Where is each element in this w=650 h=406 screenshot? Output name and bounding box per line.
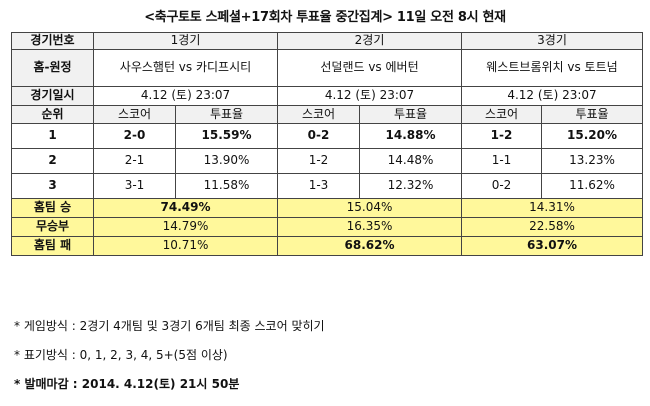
notes: * 게임방식 : 2경기 4개팀 및 3경기 6개팀 최종 스코어 맞히기 * …: [14, 318, 325, 405]
row-label-home-away: 홈-원정: [11, 49, 94, 87]
game-2-match: 선덜랜드 vs 에버턴: [277, 49, 462, 87]
match-date-row: 경기일시 4.12 (토) 23:07 4.12 (토) 23:07 4.12 …: [11, 86, 643, 106]
game-2-rate: 14.48%: [359, 148, 462, 174]
game-1-home-win: 74.49%: [93, 198, 278, 218]
rank-number: 2: [11, 148, 94, 174]
row-label-rank: 순위: [11, 105, 94, 124]
game-1-score: 2-1: [93, 148, 176, 174]
game-2-home-loss: 68.62%: [277, 236, 462, 256]
note-sales-deadline: * 발매마감 : 2014. 4.12(토) 21시 50분: [14, 377, 240, 391]
rank-row-3: 3 3-1 11.58% 1-3 12.32% 0-2 11.62%: [11, 173, 643, 199]
game-2-score: 0-2: [277, 123, 360, 149]
game-3-score: 0-2: [461, 173, 542, 199]
home-away-row: 홈-원정 사우스햄턴 vs 카디프시티 선덜랜드 vs 에버턴 웨스트브롬위치 …: [11, 49, 643, 87]
game-2-home-win: 15.04%: [277, 198, 462, 218]
game-2-rate: 14.88%: [359, 123, 462, 149]
game-2-draw: 16.35%: [277, 217, 462, 237]
row-label-draw: 무승부: [11, 217, 94, 237]
rank-number: 3: [11, 173, 94, 199]
vote-rate-table: 경기번호 1경기 2경기 3경기 홈-원정 사우스햄턴 vs 카디프시티 선덜랜…: [11, 32, 643, 256]
game-3-score: 1-1: [461, 148, 542, 174]
home-loss-row: 홈팀 패 10.71% 68.62% 63.07%: [11, 236, 643, 256]
game-3-home-win: 14.31%: [461, 198, 643, 218]
game-1-rate: 15.59%: [175, 123, 278, 149]
game-2-rate: 12.32%: [359, 173, 462, 199]
game-2-rate-header: 투표율: [359, 105, 462, 124]
game-2-score: 1-3: [277, 173, 360, 199]
game-3-rate-header: 투표율: [541, 105, 643, 124]
game-2-score: 1-2: [277, 148, 360, 174]
game-1-score-header: 스코어: [93, 105, 176, 124]
rank-row-1: 1 2-0 15.59% 0-2 14.88% 1-2 15.20%: [11, 123, 643, 149]
game-3-draw: 22.58%: [461, 217, 643, 237]
game-3-rate: 11.62%: [541, 173, 643, 199]
draw-row: 무승부 14.79% 16.35% 22.58%: [11, 217, 643, 237]
row-label-home-loss: 홈팀 패: [11, 236, 94, 256]
row-label-date: 경기일시: [11, 86, 94, 106]
row-label-home-win: 홈팀 승: [11, 198, 94, 218]
row-label-match-no: 경기번호: [11, 32, 94, 50]
page-title: <축구토토 스페셜+17회차 투표율 중간집계> 11일 오전 8시 현재: [144, 10, 506, 25]
game-3-date: 4.12 (토) 23:07: [461, 86, 643, 106]
game-1-rate-header: 투표율: [175, 105, 278, 124]
sub-header-row: 순위 스코어 투표율 스코어 투표율 스코어 투표율: [11, 105, 643, 124]
game-1-match: 사우스햄턴 vs 카디프시티: [93, 49, 278, 87]
game-2-score-header: 스코어: [277, 105, 360, 124]
note-game-method: * 게임방식 : 2경기 4개팀 및 3경기 6개팀 최종 스코어 맞히기: [14, 319, 325, 333]
game-1-rate: 11.58%: [175, 173, 278, 199]
game-1-score: 3-1: [93, 173, 176, 199]
game-1-score: 2-0: [93, 123, 176, 149]
game-1-home-loss: 10.71%: [93, 236, 278, 256]
game-3-number: 3경기: [461, 32, 643, 50]
rank-row-2: 2 2-1 13.90% 1-2 14.48% 1-1 13.23%: [11, 148, 643, 174]
game-2-date: 4.12 (토) 23:07: [277, 86, 462, 106]
game-1-draw: 14.79%: [93, 217, 278, 237]
game-3-home-loss: 63.07%: [461, 236, 643, 256]
game-1-number: 1경기: [93, 32, 278, 50]
game-3-match: 웨스트브롬위치 vs 토트넘: [461, 49, 643, 87]
game-3-score-header: 스코어: [461, 105, 542, 124]
game-3-rate: 15.20%: [541, 123, 643, 149]
game-2-number: 2경기: [277, 32, 462, 50]
note-notation: * 표기방식 : 0, 1, 2, 3, 4, 5+(5점 이상): [14, 348, 228, 362]
game-3-score: 1-2: [461, 123, 542, 149]
rank-number: 1: [11, 123, 94, 149]
game-1-date: 4.12 (토) 23:07: [93, 86, 278, 106]
game-3-rate: 13.23%: [541, 148, 643, 174]
match-number-row: 경기번호 1경기 2경기 3경기: [11, 32, 643, 50]
game-1-rate: 13.90%: [175, 148, 278, 174]
home-win-row: 홈팀 승 74.49% 15.04% 14.31%: [11, 198, 643, 218]
